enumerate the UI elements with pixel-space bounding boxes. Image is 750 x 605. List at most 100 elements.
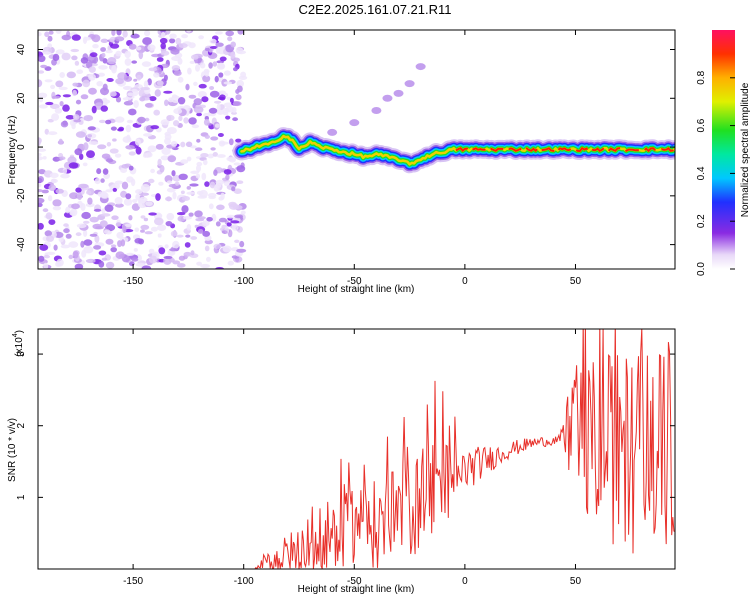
- noise-blob: [88, 73, 96, 81]
- noise-blob: [209, 38, 217, 44]
- noise-blob: [123, 75, 133, 82]
- snr-multiplier-exp: 4: [12, 333, 19, 337]
- noise-blob: [130, 178, 136, 187]
- noise-blob: [38, 31, 42, 37]
- noise-blob: [145, 201, 153, 207]
- noise-blob: [163, 257, 172, 265]
- noise-blob: [142, 37, 153, 46]
- noise-blob: [227, 36, 233, 42]
- noise-blob: [101, 192, 109, 199]
- noise-blob: [83, 229, 88, 237]
- noise-blob: [187, 67, 192, 75]
- noise-blob: [50, 84, 56, 90]
- noise-blob: [234, 214, 244, 219]
- noise-blob: [159, 165, 165, 173]
- noise-blob: [48, 30, 54, 35]
- noise-blob: [76, 192, 83, 201]
- noise-blob: [215, 47, 221, 54]
- noise-blob: [115, 78, 124, 85]
- noise-blob: [79, 153, 84, 160]
- noise-blob: [99, 119, 106, 124]
- noise-blob: [114, 197, 123, 205]
- noise-blob: [48, 184, 57, 191]
- noise-blob: [45, 101, 54, 106]
- noise-blob: [118, 126, 125, 131]
- spectrogram-x-ticks: -150 -100 -50 0 50: [123, 30, 581, 287]
- noise-blob: [213, 185, 220, 192]
- spectrogram-xtick-label: -50: [347, 276, 362, 287]
- noise-blob: [197, 195, 207, 199]
- noise-blob: [88, 87, 97, 95]
- noise-blob: [235, 138, 242, 143]
- noise-blob: [115, 251, 125, 259]
- noise-blob: [206, 217, 213, 222]
- noise-blob: [230, 51, 236, 59]
- noise-blob: [140, 224, 150, 230]
- noise-blob: [164, 196, 173, 202]
- noise-blob: [233, 188, 242, 194]
- noise-blob: [51, 95, 61, 99]
- noise-blob: [190, 250, 195, 256]
- noise-blob: [87, 134, 93, 138]
- noise-blob: [140, 229, 145, 233]
- noise-blob: [124, 50, 131, 59]
- noise-blob: [222, 107, 230, 114]
- noise-blob: [52, 199, 62, 207]
- noise-blob: [191, 124, 200, 129]
- snr-panel: -150 -100 -50 0 50 1 2 3 Height of straight li…: [7, 328, 676, 595]
- noise-blob: [98, 65, 108, 70]
- noise-blob: [71, 123, 76, 130]
- noise-blob: [74, 60, 80, 66]
- noise-blob: [178, 115, 183, 122]
- noise-blob: [55, 80, 64, 88]
- noise-blob: [49, 172, 59, 178]
- noise-blob: [232, 101, 242, 107]
- noise-blob: [156, 213, 163, 218]
- noise-blob: [38, 92, 48, 99]
- noise-blob: [38, 182, 42, 188]
- noise-blob: [216, 103, 221, 112]
- noise-blob: [161, 31, 166, 38]
- noise-blob: [231, 107, 237, 113]
- noise-blob: [196, 164, 201, 173]
- noise-blob: [38, 197, 45, 204]
- snr-frame: [37, 328, 676, 570]
- noise-blob: [145, 152, 153, 158]
- noise-blob: [183, 251, 192, 257]
- noise-blob: [94, 234, 100, 243]
- colorbar-ticks: 0.0 0.2 0.4 0.6 0.8: [696, 70, 735, 276]
- noise-blob: [148, 212, 157, 216]
- noise-blob: [122, 30, 128, 38]
- noise-blob: [173, 120, 180, 127]
- noise-blob: [52, 53, 60, 62]
- noise-blob: [170, 48, 180, 55]
- noise-blob: [172, 260, 181, 265]
- noise-blob: [94, 178, 101, 185]
- colorbar-tick-label: 0.6: [696, 118, 707, 132]
- noise-blob: [85, 202, 95, 208]
- noise-blob: [40, 64, 48, 69]
- noise-blob: [126, 119, 133, 124]
- noise-blob: [100, 47, 106, 52]
- noise-blob: [158, 247, 166, 255]
- noise-blob: [239, 240, 245, 248]
- noise-blob: [188, 94, 197, 99]
- spectrogram-ytick-label: 0: [16, 144, 27, 150]
- noise-blob: [213, 169, 218, 176]
- noise-blob: [196, 261, 203, 266]
- harmonic-point: [371, 106, 382, 114]
- noise-blob: [154, 89, 161, 97]
- noise-blob: [147, 78, 152, 86]
- noise-blob: [215, 179, 225, 185]
- noise-blob: [59, 72, 65, 78]
- noise-blob: [209, 90, 220, 98]
- noise-blob: [122, 97, 132, 101]
- colorbar-tick-label: 0.2: [696, 214, 707, 228]
- noise-blob: [105, 261, 115, 269]
- noise-blob: [72, 89, 77, 97]
- noise-blob: [105, 158, 114, 163]
- noise-blob: [60, 121, 69, 128]
- noise-blob: [219, 56, 227, 62]
- noise-blob: [125, 145, 135, 150]
- noise-blob: [83, 239, 93, 246]
